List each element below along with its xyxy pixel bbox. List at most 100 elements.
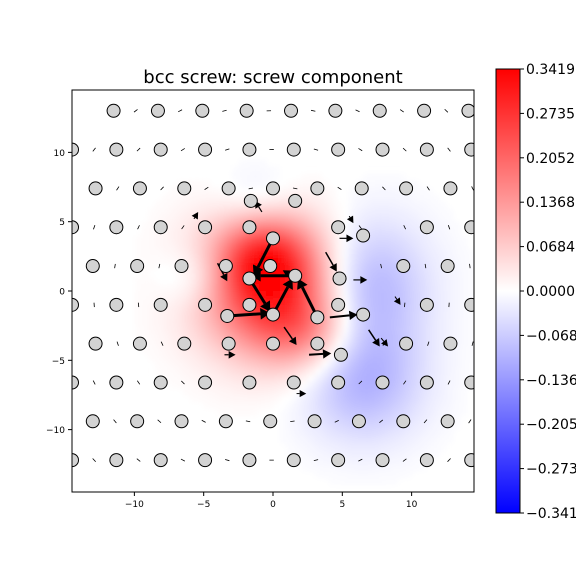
atom-marker xyxy=(153,142,168,157)
heatmap-cell xyxy=(321,270,330,278)
heatmap-cell xyxy=(307,291,316,299)
heatmap-cell xyxy=(439,256,447,264)
heatmap-cell xyxy=(321,193,330,202)
heatmap-cell xyxy=(328,394,336,403)
residual-arrow xyxy=(222,109,227,112)
heatmap-cell xyxy=(418,332,427,341)
heatmap-cell xyxy=(259,360,267,368)
heatmap-cell xyxy=(383,291,392,299)
heatmap-cell xyxy=(169,249,177,257)
heatmap-cell xyxy=(453,325,461,334)
heatmap-cell xyxy=(363,415,371,424)
heatmap-cell xyxy=(335,422,343,431)
heatmap-cell xyxy=(307,394,316,403)
heatmap-cell xyxy=(286,249,295,257)
heatmap-cell xyxy=(376,193,385,202)
residual-arrow xyxy=(468,419,472,424)
heatmap-cell xyxy=(370,325,378,334)
heatmap-cell xyxy=(155,284,163,292)
heatmap-cell xyxy=(383,228,392,237)
heatmap-cell xyxy=(279,422,288,431)
heatmap-cell xyxy=(376,311,385,320)
heatmap-cell xyxy=(453,235,461,244)
heatmap-cell xyxy=(169,200,177,209)
heatmap-cell xyxy=(279,339,288,348)
heatmap-cell xyxy=(273,388,281,396)
atom-marker xyxy=(356,228,371,243)
residual-arrow xyxy=(471,186,474,191)
heatmap-cell xyxy=(356,325,364,334)
heatmap-cell xyxy=(259,367,267,375)
heatmap-cell xyxy=(169,339,177,348)
heatmap-cell xyxy=(203,256,212,264)
heatmap-cell xyxy=(376,325,385,334)
heatmap-cell xyxy=(439,339,447,348)
heatmap-cell xyxy=(411,297,420,306)
heatmap-cell xyxy=(328,450,336,458)
heatmap-cell xyxy=(279,318,288,327)
heatmap-cell xyxy=(300,374,309,382)
heatmap-cell xyxy=(155,242,163,251)
atom-marker xyxy=(378,491,381,492)
heatmap-cell xyxy=(370,173,378,181)
heatmap-cell xyxy=(155,325,163,334)
residual-arrow xyxy=(358,380,363,385)
heatmap-cell xyxy=(432,311,440,320)
heatmap-cell xyxy=(363,173,371,181)
heatmap-cell xyxy=(189,284,198,292)
residual-arrow xyxy=(337,186,342,190)
heatmap-cell xyxy=(307,353,316,361)
heatmap-cell xyxy=(314,263,323,271)
heatmap-cell xyxy=(231,277,239,285)
heatmap-cell xyxy=(279,429,288,438)
heatmap-cell xyxy=(376,318,385,327)
heatmap-cell xyxy=(217,304,226,313)
heatmap-cell xyxy=(432,214,440,223)
heatmap-cell xyxy=(328,235,336,244)
heatmap-cell xyxy=(155,200,163,209)
heatmap-cell xyxy=(203,235,212,244)
heatmap-cell xyxy=(404,318,413,327)
heatmap-cell xyxy=(259,401,267,410)
heatmap-cell xyxy=(293,207,302,216)
heatmap-cell xyxy=(273,381,281,389)
heatmap-cell xyxy=(307,436,316,445)
heatmap-cell xyxy=(300,339,309,348)
heatmap-cell xyxy=(259,353,267,361)
heatmap-cell xyxy=(390,235,399,244)
heatmap-cell xyxy=(432,297,440,306)
heatmap-cell xyxy=(383,173,392,181)
heatmap-cell xyxy=(356,284,364,292)
heatmap-cell xyxy=(446,374,454,382)
heatmap-cell xyxy=(196,291,205,299)
heatmap-cell xyxy=(453,256,461,264)
heatmap-cell xyxy=(300,436,309,445)
heatmap-cell xyxy=(259,381,267,389)
heatmap-cell xyxy=(286,214,295,223)
heatmap-cell xyxy=(432,256,440,264)
heatmap-cell xyxy=(182,311,191,320)
heatmap-cell xyxy=(286,388,295,396)
heatmap-cell xyxy=(155,360,163,368)
heatmap-cell xyxy=(383,180,392,188)
heatmap-cell xyxy=(370,193,378,202)
heatmap-cell xyxy=(328,200,336,209)
heatmap-cell xyxy=(155,249,163,257)
heatmap-cell xyxy=(404,325,413,334)
heatmap-cell xyxy=(460,311,468,320)
heatmap-cell xyxy=(425,394,434,403)
heatmap-cell xyxy=(363,304,371,313)
heatmap-cell xyxy=(349,381,357,389)
heatmap-cell xyxy=(418,249,427,257)
heatmap-cell xyxy=(217,408,226,417)
heatmap-cell xyxy=(411,180,420,188)
heatmap-cell xyxy=(453,353,461,361)
heatmap-cell xyxy=(314,394,323,403)
residual-arrow xyxy=(447,458,451,462)
heatmap-cell xyxy=(273,367,281,375)
heatmap-cell xyxy=(390,443,399,452)
heatmap-cell xyxy=(210,394,219,403)
heatmap-cell xyxy=(189,242,198,251)
heatmap-cell xyxy=(203,353,212,361)
heatmap-cell xyxy=(231,284,239,292)
